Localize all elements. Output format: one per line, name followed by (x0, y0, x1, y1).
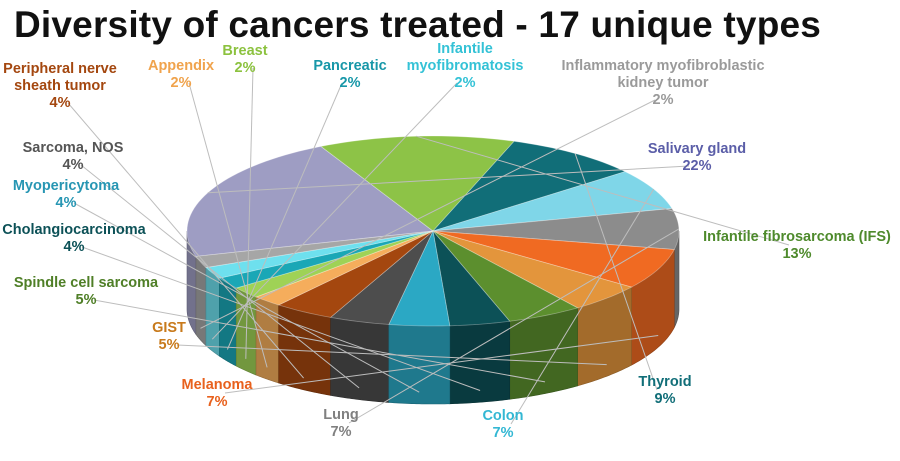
slice-percentage: 5% (76, 292, 97, 308)
slice-spindle-cell-sarcoma (432, 230, 579, 322)
leader-line (211, 82, 458, 340)
slice-label-line: Cholangiocarcinoma (2, 222, 146, 238)
slice-cholangiocarcinoma (432, 229, 511, 327)
slice-side-8 (449, 320, 511, 405)
slice-side-5 (631, 249, 675, 366)
slice-percentage: 4% (64, 239, 85, 255)
slice-label: Cholangiocarcinoma 4% (2, 222, 146, 255)
slice-label: Spindle cell sarcoma 5% (14, 275, 159, 308)
slice-label-line: Thyroid (638, 374, 691, 390)
slice-label-line: Infantile (437, 41, 493, 57)
slice-label-line: Inflammatory myofibroblastic (561, 58, 764, 74)
slice-side-16 (195, 255, 207, 347)
slice-percentage: 7% (493, 425, 514, 441)
slice-label-line: Spindle cell sarcoma (14, 275, 159, 291)
slice-percentage: 7% (331, 424, 352, 440)
leader-line (574, 153, 658, 391)
leader-line (80, 164, 360, 389)
slice-percentage: 13% (782, 246, 811, 262)
chart-title: Diversity of cancers treated - 17 unique… (14, 4, 822, 45)
slice-gist (432, 230, 633, 309)
pie-sides (186, 230, 680, 405)
leader-line (207, 165, 690, 194)
slice-label: Colon 7% (482, 408, 523, 441)
slice-label: GIST 5% (152, 320, 186, 353)
slice-label: Salivary gland 22% (648, 141, 746, 174)
slice-label: Lung 7% (323, 407, 358, 440)
slice-melanoma (432, 230, 675, 288)
slice-percentage: 2% (171, 75, 192, 91)
leader-line (224, 335, 659, 394)
slice-percentage: 22% (682, 158, 711, 174)
slice-percentage: 4% (56, 195, 77, 211)
slice-side-7 (509, 307, 578, 400)
slice-salivary-gland (186, 145, 435, 257)
slice-side-14 (219, 277, 237, 367)
slice-label: Sarcoma, NOS 4% (23, 140, 124, 173)
slice-label-line: Pancreatic (313, 58, 386, 74)
slice-label-line: Infantile fibrosarcoma (IFS) (703, 229, 891, 245)
slice-inflammatory-myofibroblastic-kidney-tumor (195, 230, 434, 268)
slice-label-line: Melanoma (182, 377, 254, 393)
leader-line (200, 99, 656, 329)
slice-percentage: 5% (159, 337, 180, 353)
slice-label: Thyroid 9% (638, 374, 691, 407)
slice-label: Appendix 2% (148, 58, 214, 91)
slice-label-line: myofibromatosis (407, 58, 524, 74)
slice-label: Infantile fibrosarcoma (IFS) 13% (703, 229, 891, 262)
slice-percentage: 4% (50, 95, 71, 111)
slice-labels: Salivary gland 22% Infantile fibrosarcoma … (2, 41, 891, 441)
slice-label-line: GIST (152, 320, 186, 336)
slice-label: Infantile myofibromatosis 2% (407, 41, 524, 91)
leader-line (188, 82, 268, 368)
slice-colon (432, 171, 673, 232)
slice-percentage: 2% (340, 75, 361, 91)
slice-sarcoma-nos (329, 230, 434, 325)
slice-label-line: Sarcoma, NOS (23, 140, 124, 156)
leader-line (348, 228, 680, 424)
pie-tops (186, 135, 680, 327)
leader-line (176, 344, 607, 366)
leader-line (67, 102, 304, 379)
slice-thyroid (431, 140, 627, 232)
leader-lines (67, 67, 790, 425)
slice-label: Inflammatory myofibroblastic kidney tumor… (561, 58, 764, 108)
slice-percentage: 7% (207, 394, 228, 410)
slice-percentage: 4% (63, 157, 84, 173)
slice-label-line: kidney tumor (617, 75, 708, 91)
slice-label-line: Colon (482, 408, 523, 424)
slice-label-line: Peripheral nerve (3, 61, 117, 77)
leader-line (245, 67, 254, 359)
slice-label-line: Lung (323, 407, 358, 423)
slice-label-line: Breast (222, 43, 267, 59)
leader-line (93, 299, 546, 383)
leader-line (81, 246, 481, 391)
slice-percentage: 2% (653, 92, 674, 108)
slice-label-line: Myopericytoma (13, 178, 120, 194)
slice-myopericytoma (388, 229, 451, 327)
slice-label-line: Salivary gland (648, 141, 746, 157)
leader-line (510, 188, 655, 425)
leader-line (416, 135, 790, 246)
slice-label-line: sheath tumor (14, 78, 106, 94)
slice-label: Myopericytoma 4% (13, 178, 120, 211)
slice-label: Pancreatic 2% (313, 58, 386, 91)
slice-label: Peripheral nerve sheath tumor 4% (3, 61, 117, 111)
slice-peripheral-nerve-sheath-tumor (277, 230, 434, 318)
slice-label-line: Appendix (148, 58, 214, 74)
slice-label: Melanoma 7% (182, 377, 254, 410)
slice-percentage: 9% (655, 391, 676, 407)
slice-label: Breast 2% (222, 43, 267, 76)
slice-percentage: 2% (235, 60, 256, 76)
slice-side-6 (577, 286, 632, 387)
slice-percentage: 2% (455, 75, 476, 91)
slice-side-15 (205, 266, 220, 357)
slice-side-4 (673, 230, 680, 328)
